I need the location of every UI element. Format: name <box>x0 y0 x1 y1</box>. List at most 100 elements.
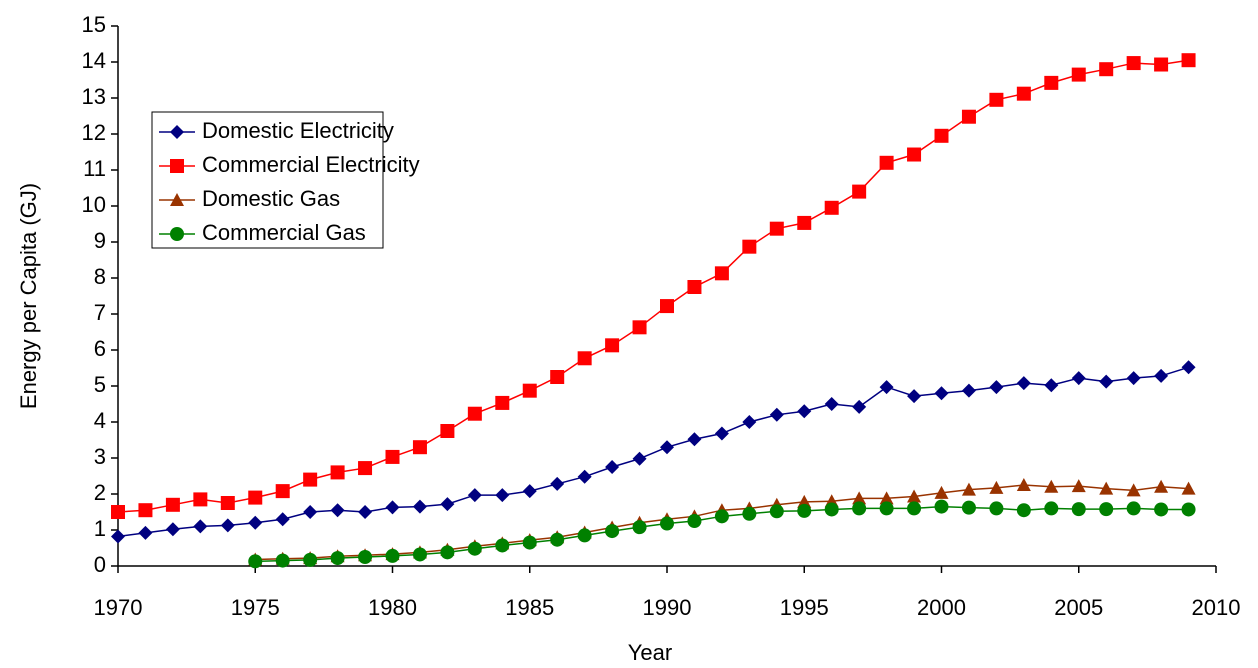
y-tick-label: 13 <box>82 84 106 109</box>
marker <box>358 550 373 564</box>
marker <box>769 221 784 236</box>
marker <box>907 389 922 404</box>
marker <box>687 280 702 294</box>
marker <box>1044 75 1059 90</box>
x-tick-label: 1970 <box>94 595 143 620</box>
marker <box>1016 86 1031 101</box>
marker <box>170 125 184 139</box>
marker <box>769 504 784 519</box>
marker <box>1181 53 1196 68</box>
marker <box>170 193 184 206</box>
y-tick-label: 8 <box>94 264 106 289</box>
marker <box>1154 368 1169 383</box>
marker <box>852 501 867 516</box>
marker <box>1099 374 1114 389</box>
y-tick-label: 14 <box>82 48 106 73</box>
marker <box>1071 502 1086 517</box>
marker <box>1154 479 1169 493</box>
marker <box>275 484 290 499</box>
marker <box>275 553 290 568</box>
y-tick-label: 12 <box>82 120 106 145</box>
y-tick-label: 3 <box>94 444 106 469</box>
marker <box>1099 502 1114 517</box>
marker <box>961 109 976 124</box>
y-tick-label: 4 <box>94 408 106 433</box>
marker <box>385 500 400 515</box>
marker <box>577 528 592 543</box>
marker <box>1099 62 1114 77</box>
y-axis-label: Energy per Capita (GJ) <box>16 183 41 409</box>
marker <box>824 397 839 411</box>
legend-label: Domestic Gas <box>202 186 340 211</box>
marker <box>1181 360 1196 375</box>
marker <box>358 505 373 519</box>
y-tick-label: 5 <box>94 372 106 397</box>
marker <box>934 485 949 499</box>
marker <box>303 552 318 567</box>
marker <box>138 525 153 540</box>
legend-label: Domestic Electricity <box>202 118 394 143</box>
y-tick-label: 7 <box>94 300 106 325</box>
marker <box>550 370 565 384</box>
marker <box>660 440 674 455</box>
series-line <box>117 366 1189 538</box>
x-axis-label: Year <box>628 640 672 665</box>
marker <box>550 532 565 547</box>
marker <box>165 522 180 537</box>
marker <box>193 519 208 534</box>
marker <box>824 200 839 215</box>
marker <box>852 399 867 414</box>
marker <box>412 499 427 514</box>
legend-label: Commercial Gas <box>202 220 366 245</box>
x-tick-label: 2010 <box>1192 595 1241 620</box>
marker <box>550 476 565 491</box>
marker <box>934 386 949 401</box>
y-tick-label: 1 <box>94 516 106 541</box>
marker <box>1016 376 1031 391</box>
marker <box>1126 56 1141 71</box>
marker <box>303 505 318 519</box>
marker <box>934 499 949 514</box>
marker <box>989 92 1004 107</box>
marker <box>522 484 537 499</box>
marker <box>495 395 510 410</box>
marker <box>522 535 537 550</box>
y-tick-label: 0 <box>94 552 106 577</box>
marker <box>1016 503 1031 518</box>
marker <box>714 426 729 441</box>
x-tick-label: 1985 <box>505 595 554 620</box>
marker <box>330 551 345 566</box>
x-tick-label: 1975 <box>231 595 280 620</box>
marker <box>440 545 455 560</box>
marker <box>1071 67 1086 82</box>
marker <box>989 480 1004 494</box>
marker <box>797 494 812 508</box>
legend-box <box>151 111 384 249</box>
marker <box>1044 378 1059 393</box>
marker <box>605 524 620 539</box>
marker <box>412 547 427 562</box>
marker <box>1126 501 1141 516</box>
marker <box>742 415 757 429</box>
y-tick-label: 10 <box>82 192 106 217</box>
y-tick-label: 2 <box>94 480 106 505</box>
marker <box>742 239 757 254</box>
marker <box>248 515 263 530</box>
series-line <box>117 59 1189 513</box>
marker <box>632 520 647 535</box>
marker <box>440 497 455 512</box>
marker <box>467 541 482 556</box>
marker <box>660 299 674 314</box>
marker <box>769 407 784 422</box>
marker <box>330 465 345 480</box>
marker <box>879 491 894 505</box>
marker <box>1154 57 1169 72</box>
marker <box>605 460 620 474</box>
marker <box>934 128 949 143</box>
marker <box>632 320 647 335</box>
marker <box>714 509 729 524</box>
x-tick-label: 1995 <box>780 595 829 620</box>
marker <box>467 488 482 503</box>
marker <box>412 440 427 455</box>
